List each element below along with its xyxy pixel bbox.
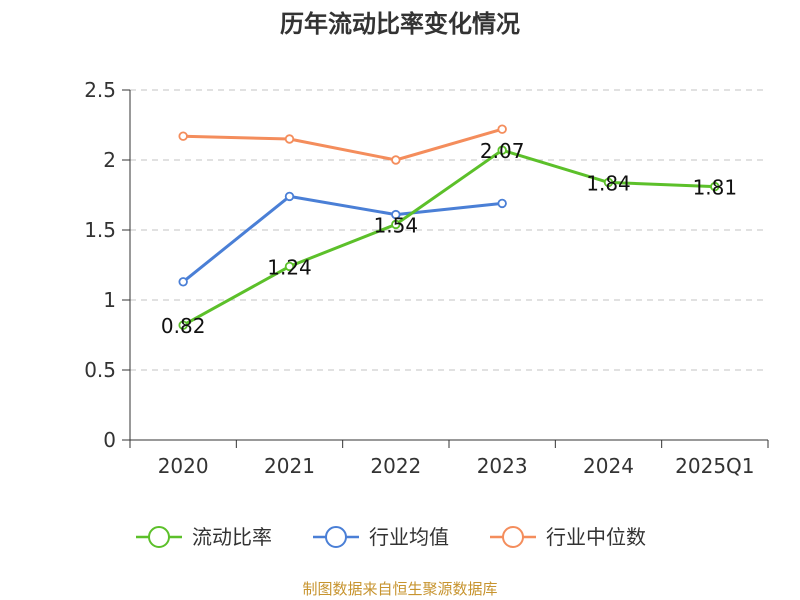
legend: 流动比率 行业均值 行业中位数: [136, 525, 646, 549]
x-tick-label: 2025Q1: [675, 454, 754, 478]
data-point: [710, 181, 720, 192]
y-tick-label: 1: [103, 288, 116, 312]
data-label: 0.82: [161, 314, 206, 338]
data-label: 1.24: [267, 255, 312, 279]
data-point: [497, 198, 507, 209]
legend-label: 行业中位数: [546, 525, 646, 549]
x-tick-label: 2021: [264, 454, 315, 478]
data-point: [497, 124, 507, 134]
x-tick-label: 2024: [583, 454, 634, 478]
y-tick-label: 0.5: [84, 358, 116, 382]
y-tick-label: 2: [103, 148, 116, 172]
chart-title: 历年流动比率变化情况: [280, 10, 520, 38]
legend-item: 行业均值: [313, 525, 449, 549]
y-tick-label: 2.5: [84, 78, 116, 102]
legend-marker: [325, 526, 347, 548]
data-labels: 0.82 1.24 1.54 2.07 1.84 1.81: [161, 139, 737, 338]
y-tick-label: 1.5: [84, 218, 116, 242]
legend-marker: [502, 526, 524, 548]
data-point: [178, 277, 188, 287]
x-tick-label: 2020: [158, 454, 209, 478]
legend-marker: [148, 526, 170, 548]
series-line-1: [182, 194, 503, 283]
data-point: [391, 209, 401, 220]
data-point: [391, 219, 401, 230]
grid-lines: [130, 89, 768, 371]
source-note: 制图数据来自恒生聚源数据库: [302, 580, 497, 598]
axes: 0 0.5 1 1.5 2 2.5 2020 2021 2022 2023 2024 2025Q1: [84, 78, 769, 478]
legend-label: 行业均值: [369, 525, 449, 549]
y-tick-label: 0: [103, 428, 116, 452]
data-point: [178, 320, 188, 330]
data-label: 1.81: [693, 176, 738, 200]
data-point: [391, 155, 401, 165]
x-tick-label: 2023: [477, 454, 528, 478]
data-point: [497, 145, 507, 155]
series: [178, 124, 720, 330]
data-point: [603, 177, 614, 188]
data-point: [284, 261, 295, 272]
legend-item: 行业中位数: [490, 525, 646, 549]
series-line-0: [182, 148, 715, 327]
data-label: 2.07: [480, 139, 525, 163]
x-tick-label: 2022: [370, 454, 421, 478]
data-label: 1.54: [374, 213, 419, 237]
data-label: 1.84: [586, 171, 631, 195]
data-point: [284, 134, 295, 144]
data-point: [284, 191, 295, 202]
legend-item: 流动比率: [136, 525, 272, 549]
legend-label: 流动比率: [192, 525, 272, 549]
data-point: [178, 131, 188, 141]
series-line-2: [183, 127, 503, 162]
